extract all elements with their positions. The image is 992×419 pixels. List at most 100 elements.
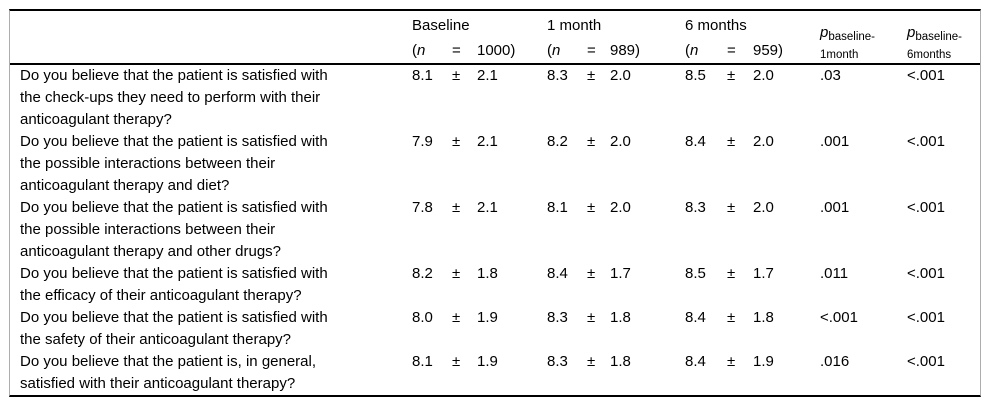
- table-row: Do you believe that the patient is satis…: [10, 307, 980, 351]
- question-line: anticoagulant therapy?: [20, 111, 172, 128]
- baseline-sd: 2.1: [477, 67, 498, 84]
- plus-minus: ±: [587, 199, 596, 216]
- p-value-baseline-6months: <.001: [907, 199, 945, 216]
- question-line: satisfied with their anticoagulant thera…: [20, 375, 296, 392]
- plus-minus: ±: [727, 67, 736, 84]
- months6-n-open: (n: [685, 40, 727, 65]
- month1-sd: 1.7: [610, 265, 631, 282]
- baseline-mean: 8.2: [412, 265, 433, 282]
- plus-minus: ±: [727, 353, 736, 370]
- baseline-n-open: (n: [412, 40, 452, 65]
- question-line: anticoagulant therapy and other drugs?: [20, 243, 282, 260]
- months6-mean: 8.4: [685, 133, 706, 150]
- table-row: Do you believe that the patient is satis…: [10, 263, 980, 307]
- month1-n-open: (n: [547, 40, 587, 65]
- table-row: Do you believe that the patient is satis…: [10, 131, 980, 197]
- plus-minus: ±: [452, 67, 461, 84]
- baseline-sd: 2.1: [477, 199, 498, 216]
- plus-minus: ±: [452, 353, 461, 370]
- question-line: the efficacy of their anticoagulant ther…: [20, 287, 302, 304]
- months6-n-value: 959): [753, 42, 784, 59]
- question-text: Do you believe that the patient is satis…: [10, 65, 412, 131]
- month1-sd: 2.0: [610, 133, 631, 150]
- baseline-mean: 7.8: [412, 199, 433, 216]
- plus-minus: ±: [587, 133, 596, 150]
- table-row: Do you believe that the patient is satis…: [10, 197, 980, 263]
- month1-label: 1 month: [547, 17, 602, 34]
- p-value-baseline-1month: .001: [820, 133, 850, 150]
- plus-minus: ±: [587, 67, 596, 84]
- plus-minus: ±: [452, 133, 461, 150]
- month1-mean: 8.3: [547, 353, 568, 370]
- question-line: Do you believe that the patient is satis…: [20, 265, 328, 282]
- months6-sd: 1.8: [753, 309, 774, 326]
- baseline-sd: 1.9: [477, 309, 498, 326]
- p-value-baseline-1month: <.001: [820, 309, 858, 326]
- p-symbol: p: [820, 24, 829, 41]
- column-header-baseline: Baseline: [412, 15, 547, 40]
- months6-sd: 2.0: [753, 199, 774, 216]
- months6-mean: 8.5: [685, 67, 706, 84]
- months6-mean: 8.3: [685, 199, 706, 216]
- n-symbol: n: [690, 42, 699, 59]
- question-text: Do you believe that the patient is satis…: [10, 307, 412, 351]
- p-symbol: p: [907, 24, 916, 41]
- plus-minus: ±: [727, 309, 736, 326]
- plus-minus: ±: [727, 265, 736, 282]
- plus-minus: ±: [727, 199, 736, 216]
- baseline-mean: 8.1: [412, 67, 433, 84]
- column-header-p-baseline-6months: pbaseline- 6months: [907, 15, 980, 65]
- baseline-sd: 1.8: [477, 265, 498, 282]
- question-line: Do you believe that the patient is satis…: [20, 67, 328, 84]
- paren: (: [685, 42, 690, 59]
- month1-sd: 2.0: [610, 67, 631, 84]
- baseline-mean: 8.0: [412, 309, 433, 326]
- table-row: Do you believe that the patient is satis…: [10, 65, 980, 131]
- p-subscript: baseline-: [915, 31, 963, 43]
- column-header-1-month: 1 month: [547, 15, 685, 40]
- p-value-baseline-1month: .011: [820, 265, 849, 282]
- question-line: the possible interactions between their: [20, 221, 276, 238]
- question-text: Do you believe that the patient is satis…: [10, 263, 412, 307]
- p-subscript-line2: 1month: [820, 49, 859, 61]
- month1-mean: 8.3: [547, 67, 568, 84]
- paren: (: [547, 42, 552, 59]
- month1-mean: 8.4: [547, 265, 568, 282]
- months6-mean: 8.5: [685, 265, 706, 282]
- question-text: Do you believe that the patient is, in g…: [10, 351, 412, 395]
- plus-minus: ±: [587, 353, 596, 370]
- plus-minus: ±: [587, 309, 596, 326]
- plus-minus: ±: [587, 265, 596, 282]
- months6-label: 6 months: [685, 17, 747, 34]
- month1-sd: 1.8: [610, 353, 631, 370]
- p-value-baseline-6months: <.001: [907, 309, 945, 326]
- p-value-baseline-6months: <.001: [907, 67, 945, 84]
- months6-sd: 2.0: [753, 67, 774, 84]
- p-subscript: baseline-: [828, 31, 876, 43]
- baseline-label: Baseline: [412, 17, 470, 34]
- p-value-baseline-6months: <.001: [907, 353, 945, 370]
- question-line: anticoagulant therapy and diet?: [20, 177, 230, 194]
- question-text: Do you believe that the patient is satis…: [10, 131, 412, 197]
- month1-mean: 8.2: [547, 133, 568, 150]
- question-line: the check-ups they need to perform with …: [20, 89, 321, 106]
- month1-mean: 8.1: [547, 199, 568, 216]
- baseline-sd: 2.1: [477, 133, 498, 150]
- months6-sd: 2.0: [753, 133, 774, 150]
- plus-minus: ±: [452, 199, 461, 216]
- months6-n-equals: =: [727, 42, 736, 59]
- n-symbol: n: [552, 42, 561, 59]
- month1-sd: 1.8: [610, 309, 631, 326]
- plus-minus: ±: [727, 133, 736, 150]
- baseline-n-value: 1000): [477, 42, 516, 59]
- p-value-baseline-1month: .016: [820, 353, 850, 370]
- table-header-row: Baseline 1 month 6 months (n = 1000) (n …: [10, 11, 980, 65]
- paren: (: [412, 42, 417, 59]
- p-subscript-line2: 6months: [907, 49, 952, 61]
- months6-sd: 1.9: [753, 353, 774, 370]
- table-row: Do you believe that the patient is, in g…: [10, 351, 980, 395]
- question-line: Do you believe that the patient is satis…: [20, 199, 328, 216]
- question-line: Do you believe that the patient is satis…: [20, 309, 328, 326]
- month1-n-equals: =: [587, 42, 596, 59]
- baseline-mean: 8.1: [412, 353, 433, 370]
